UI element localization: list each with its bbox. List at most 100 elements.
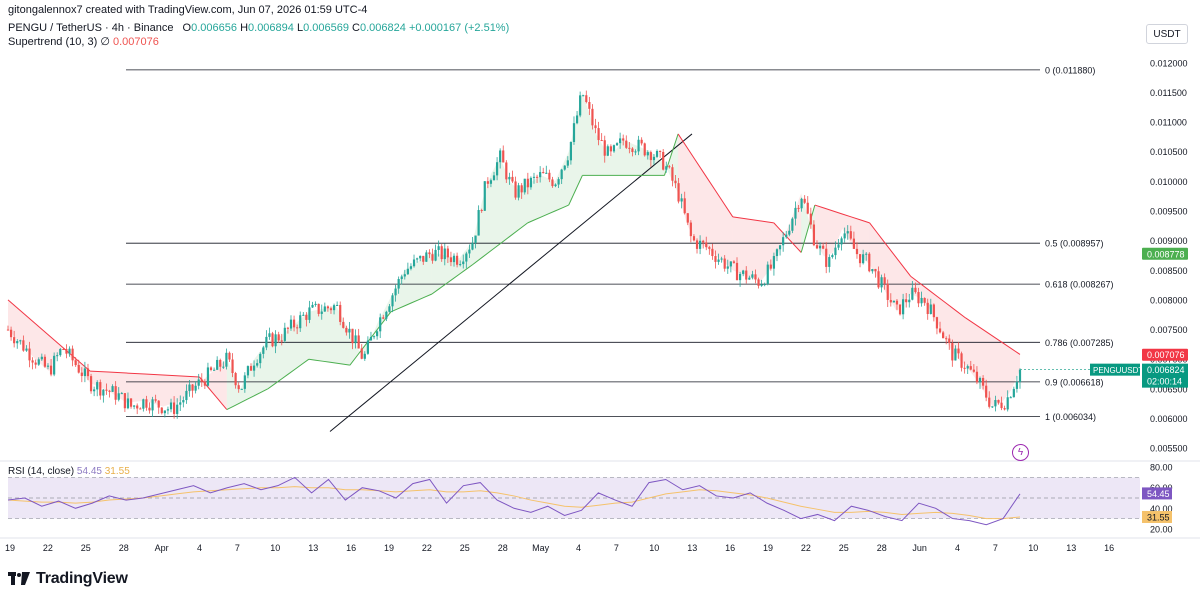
candle-body (569, 141, 573, 161)
candle-body (499, 150, 502, 163)
supertrend-value: 0.007076 (113, 36, 159, 48)
candle-body (382, 317, 385, 319)
candle-body (339, 304, 342, 322)
candle-body (197, 379, 200, 386)
lightning-icon[interactable]: ϟ (1012, 444, 1029, 461)
candle-body (557, 179, 560, 185)
candle-body (271, 333, 274, 347)
candle-body (176, 404, 179, 414)
brand-name: TradingView (36, 570, 128, 587)
candle-body (714, 256, 717, 262)
candle-body (665, 166, 668, 170)
time-tick: 4 (197, 543, 202, 553)
candle-body (797, 207, 800, 209)
candle-body (1018, 369, 1022, 383)
supertrend-label: Supertrend (10, 3) (8, 36, 98, 48)
candle-body (840, 238, 843, 245)
rsi-label: RSI (14, close) (8, 466, 75, 477)
price-tick: 0.008000 (1150, 295, 1188, 305)
candle-body (49, 365, 53, 375)
rsi-value: 54.45 (76, 466, 102, 477)
candle-body (520, 185, 523, 193)
candle-body (705, 242, 708, 248)
candle-body (462, 261, 465, 265)
candle-body (637, 139, 640, 152)
candle-body (37, 359, 40, 365)
candle-body (354, 335, 357, 344)
time-tick: 19 (384, 543, 394, 553)
candle-body (43, 356, 47, 367)
candle-body (591, 108, 594, 126)
candle-body (800, 198, 803, 209)
candle-body (200, 379, 203, 382)
candle-body (403, 274, 406, 277)
candle-body (585, 95, 588, 103)
candle-body (828, 257, 831, 267)
candle-body (394, 288, 397, 296)
candle-body (388, 306, 391, 312)
candle-body (228, 352, 231, 360)
candle-body (280, 340, 283, 342)
candle-body (532, 176, 536, 178)
candle-body (342, 321, 345, 328)
candle-body (480, 210, 483, 212)
candle-body (289, 319, 293, 329)
fib-label: 0.5 (0.008957) (1045, 239, 1104, 249)
candle-body (812, 224, 816, 246)
supertrend-band (869, 222, 911, 312)
candle-body (345, 327, 348, 333)
candle-body (169, 402, 173, 410)
candle-body (529, 177, 533, 188)
currency-selector[interactable]: USDT (1146, 24, 1188, 44)
candle-body (446, 248, 449, 258)
rsi-tick: 20.00 (1150, 524, 1173, 534)
candle-body (640, 139, 643, 144)
candle-body (791, 218, 794, 231)
candle-body (517, 185, 520, 198)
candle-body (668, 166, 671, 168)
candle-body (871, 269, 874, 272)
candle-body (754, 274, 757, 280)
candle-body (502, 150, 505, 163)
candle-body (19, 340, 22, 342)
candle-body (409, 266, 413, 269)
rsi-ma-line (7, 486, 1021, 520)
candle-body (745, 270, 748, 280)
candle-body (59, 349, 62, 356)
countdown: 02:00:14 (1147, 377, 1182, 387)
candle-body (317, 303, 320, 314)
open-label: O (182, 22, 192, 34)
supertrend-segment (527, 204, 569, 224)
candle-body (923, 297, 926, 303)
candle-body (188, 384, 191, 391)
candle-body (579, 95, 582, 116)
time-tick: Apr (155, 543, 169, 553)
candle-body (948, 338, 951, 344)
candle-body (680, 198, 683, 202)
supertrend-band (801, 193, 815, 253)
candle-body (422, 255, 425, 262)
supertrend-band (8, 299, 91, 383)
candle-body (329, 308, 333, 311)
candle-body (332, 305, 336, 311)
candle-body (357, 335, 360, 349)
candle-body (419, 255, 422, 259)
price-tick: 0.007500 (1150, 325, 1188, 335)
candle-body (148, 407, 151, 411)
candle-body (717, 259, 720, 262)
high-value: 0.006894 (248, 22, 294, 34)
time-tick: 4 (955, 543, 960, 553)
supertrend-legend: Supertrend (10, 3) ∅ 0.007076 (8, 35, 159, 48)
candle-body (443, 248, 446, 260)
candle-body (277, 334, 280, 341)
candle-body (815, 245, 819, 249)
fib-label: 0.618 (0.008267) (1045, 280, 1114, 290)
candle-body (151, 399, 154, 411)
supertrend-band (199, 359, 227, 410)
candle-body (600, 140, 603, 142)
candle-body (80, 372, 83, 377)
candle-body (428, 252, 431, 255)
candle-body (862, 254, 865, 264)
supertrend-up-badge: 0.008778 (1147, 249, 1185, 259)
